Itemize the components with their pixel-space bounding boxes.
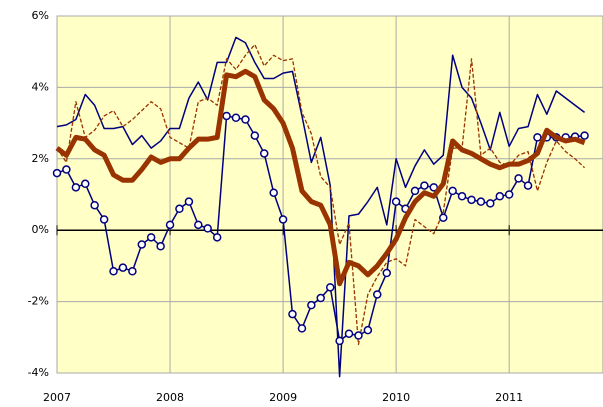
marker (467, 195, 476, 205)
marker (71, 183, 81, 192)
marker (533, 133, 542, 142)
marker (382, 268, 391, 278)
marker (146, 233, 156, 242)
marker (429, 183, 439, 192)
marker (222, 111, 231, 121)
marker (297, 324, 307, 333)
x-tick-label: 2011 (495, 391, 523, 404)
marker (175, 204, 184, 214)
marker (495, 192, 505, 201)
marker (269, 188, 278, 197)
marker (523, 181, 533, 190)
marker (391, 197, 401, 206)
y-tick-label: 0% (32, 223, 49, 236)
marker (439, 213, 448, 222)
marker (250, 131, 260, 140)
marker (476, 197, 486, 206)
marker (184, 197, 194, 206)
marker (514, 174, 523, 183)
y-tick-label: 2% (32, 152, 49, 165)
marker (212, 233, 222, 242)
x-tick-label: 2010 (382, 391, 410, 404)
y-tick-label: -4% (28, 366, 49, 379)
marker (128, 267, 137, 276)
line-series (56, 36, 586, 378)
x-tick-label: 2009 (269, 391, 297, 404)
marker (504, 190, 514, 199)
marker (52, 168, 62, 178)
line-series (56, 43, 586, 346)
marker (81, 179, 90, 189)
marker (278, 215, 288, 224)
marker (307, 300, 316, 310)
y-tick-label: 4% (32, 80, 49, 93)
marker (109, 267, 118, 276)
marker (259, 149, 269, 158)
marker (62, 165, 71, 174)
marker (325, 283, 335, 292)
marker (165, 220, 175, 230)
line-series (55, 68, 586, 287)
marker (344, 329, 354, 338)
marker (90, 200, 99, 210)
marker (194, 220, 203, 230)
marker (203, 224, 212, 233)
marker (486, 199, 495, 208)
x-tick-label: 2007 (43, 391, 71, 404)
marker (137, 240, 147, 249)
marker (316, 293, 325, 303)
marker (354, 331, 363, 340)
marker (241, 115, 250, 124)
marker (335, 336, 344, 346)
marker (288, 309, 297, 319)
marker (118, 263, 128, 272)
marker (99, 215, 109, 224)
marker (457, 192, 467, 201)
marker (580, 131, 589, 140)
marker (363, 325, 373, 335)
y-tick-label: 6% (32, 9, 49, 22)
x-tick-label: 2008 (156, 391, 184, 404)
marker (420, 181, 429, 190)
marker (410, 186, 420, 196)
marker (373, 290, 382, 299)
y-tick-label: -2% (28, 295, 49, 308)
marker (448, 186, 457, 196)
marker (156, 242, 165, 251)
marker (231, 113, 241, 122)
